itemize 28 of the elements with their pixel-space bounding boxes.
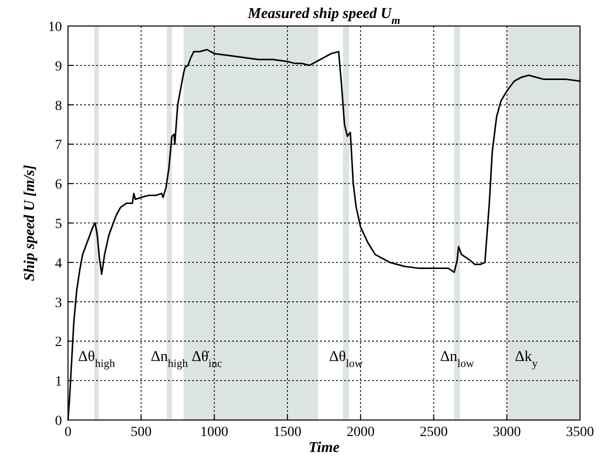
y-tick-label: 8	[55, 98, 62, 114]
y-tick-label: 9	[55, 59, 62, 74]
band-label: Δn$_{high}$	[150, 348, 188, 370]
band-label: Δθ̇$_{inc}$	[192, 348, 222, 370]
band-label: Δk$_{y}$	[514, 348, 538, 370]
x-tick-label: 3000	[492, 425, 521, 440]
y-tick-label: 10	[48, 20, 62, 35]
x-axis-title: Time	[308, 440, 340, 456]
x-tick-label: 2500	[420, 425, 448, 440]
band-label: Δn$_{low}$	[440, 348, 476, 370]
y-tick-label: 3	[55, 296, 62, 311]
y-tick-label: 1	[55, 374, 62, 390]
x-tick-label: 500	[130, 425, 152, 440]
y-tick-label: 5	[55, 217, 62, 232]
band-label: Δθ$_{high}$	[78, 348, 116, 370]
y-tick-label: 6	[55, 178, 62, 193]
x-tick-label: 1000	[200, 425, 228, 440]
y-tick-label: 4	[55, 256, 62, 272]
y-tick-label: 7	[55, 138, 62, 154]
y-tick-label: 2	[55, 335, 62, 350]
chart-title: Measured ship speed U$_{m}$	[246, 6, 400, 27]
band-label: Δθ$_{low}$	[329, 348, 364, 370]
x-tick-label: 3500	[566, 425, 594, 440]
x-tick-label: 2000	[346, 425, 375, 440]
x-tick-label: 1500	[273, 425, 302, 440]
y-axis-title: Ship speed U [m/s]	[22, 164, 38, 282]
y-tick-label: 0	[55, 414, 62, 429]
x-tick-label: 0	[64, 425, 72, 440]
